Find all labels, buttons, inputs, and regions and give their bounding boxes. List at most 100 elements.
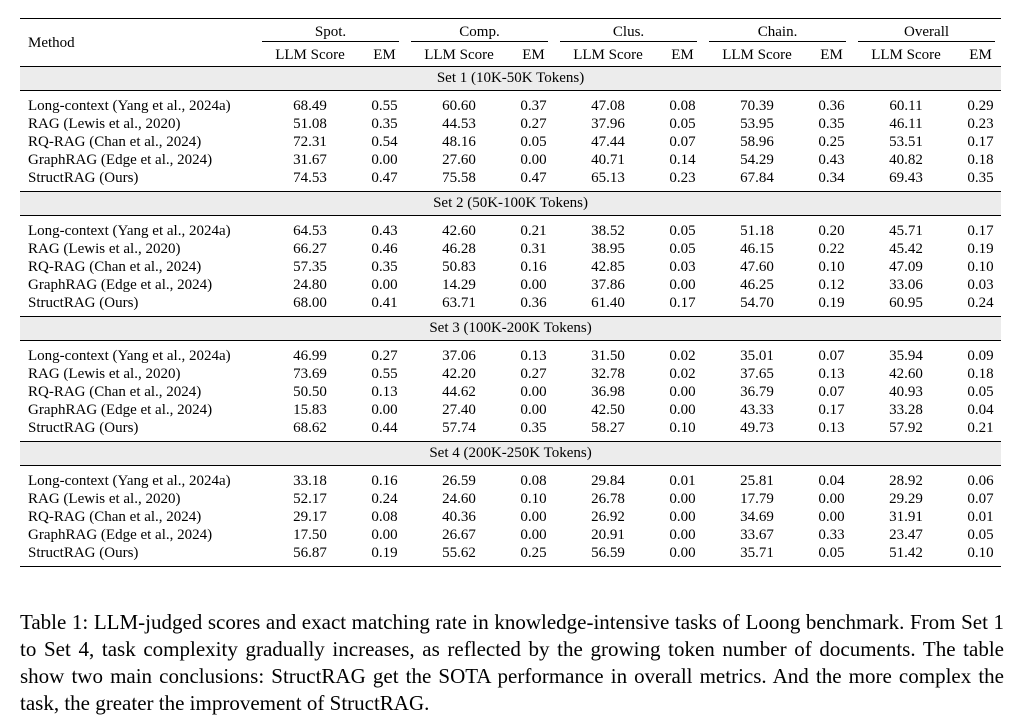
llm-score-cell: 34.69 [740,509,774,525]
llm-score-cell: 40.82 [889,152,923,168]
llm-score-cell: 65.13 [591,170,625,186]
em-cell: 0.43 [371,223,398,239]
em-cell: 0.29 [967,98,994,114]
em-cell: 0.47 [371,170,398,186]
em-cell: 0.55 [371,366,398,382]
method-cell: RAG (Lewis et al., 2020) [28,241,181,257]
llm-score-cell: 45.71 [889,223,923,239]
em-cell: 0.07 [818,348,845,364]
llm-score-cell: 47.44 [591,134,625,150]
method-cell: RAG (Lewis et al., 2020) [28,116,181,132]
llm-score-cell: 51.42 [852,544,961,567]
method-cell: GraphRAG (Edge et al., 2024) [28,152,213,168]
group-header-clus: Clus. [554,18,704,46]
method-cell: RQ-RAG (Chan et al., 2024) [28,384,202,400]
method-cell: GraphRAG (Edge et al., 2024) [28,402,213,418]
em-cell: 0.14 [669,152,696,168]
em-cell: 0.17 [967,223,994,239]
llm-score-cell: 45.42 [889,241,923,257]
llm-score-cell: 35.94 [889,348,923,364]
em-cell: 0.25 [818,134,845,150]
llm-score-cell: 48.16 [442,134,476,150]
em-cell: 0.00 [669,402,696,418]
llm-score-cell: 57.35 [293,259,327,275]
llm-score-cell: 24.60 [442,491,476,507]
llm-score-cell: 44.62 [442,384,476,400]
llm-score-cell: 29.84 [591,473,625,489]
em-cell: 0.19 [364,544,406,567]
llm-score-cell: 29.17 [293,509,327,525]
em-cell: 0.00 [669,527,696,543]
em-cell: 0.27 [371,348,398,364]
metric-header-em: EM [373,47,396,63]
llm-score-cell: 74.53 [293,170,327,186]
em-cell: 0.00 [520,509,547,525]
method-cell: StructRAG (Ours) [28,420,139,436]
llm-score-cell: 15.83 [293,402,327,418]
llm-score-cell: 31.50 [591,348,625,364]
llm-score-cell: 20.91 [591,527,625,543]
table-caption: Table 1: LLM-judged scores and exact mat… [20,610,1004,715]
em-cell: 0.13 [818,420,845,436]
llm-score-cell: 46.11 [889,116,923,132]
table-row: GraphRAG (Edge et al., 2024) 15.83 0.00 27.… [20,401,1001,419]
table-row: RAG (Lewis et al., 2020) 73.69 0.55 42.20 0.… [20,365,1001,383]
llm-score-cell: 42.50 [591,402,625,418]
em-cell: 0.18 [967,152,994,168]
table-row: RQ-RAG (Chan et al., 2024) 72.31 0.54 48.16… [20,133,1001,151]
em-cell: 0.10 [520,491,547,507]
llm-score-cell: 63.71 [442,295,476,311]
em-cell: 0.17 [818,402,845,418]
llm-score-cell: 47.09 [889,259,923,275]
set-header-row: Set 2 (50K-100K Tokens) [20,191,1002,216]
em-cell: 0.35 [818,116,845,132]
llm-score-cell: 60.95 [889,295,923,311]
em-cell: 0.00 [818,509,845,525]
em-cell: 0.36 [520,295,547,311]
method-header: Method [20,18,256,67]
em-cell: 0.24 [967,295,994,311]
em-cell: 0.00 [662,544,704,567]
em-cell: 0.00 [669,491,696,507]
llm-score-cell: 42.85 [591,259,625,275]
metric-header-llm-score: LLM Score [424,47,494,63]
set-header-row: Set 1 (10K-50K Tokens) [20,66,1002,91]
llm-score-cell: 24.80 [293,277,327,293]
table-row: Long-context (Yang et al., 2024a) 68.49 0.… [20,91,1001,116]
em-cell: 0.41 [371,295,398,311]
set-title: Set 3 (100K-200K Tokens) [20,316,1002,341]
group-header-comp: Comp. [405,18,555,46]
em-cell: 0.35 [371,116,398,132]
llm-score-cell: 47.08 [591,98,625,114]
em-cell: 0.04 [818,473,845,489]
llm-score-cell: 69.43 [889,170,923,186]
table-row: RAG (Lewis et al., 2020) 51.08 0.35 44.53 0.… [20,115,1001,133]
em-cell: 0.00 [520,402,547,418]
em-cell: 0.09 [967,348,994,364]
method-cell: RQ-RAG (Chan et al., 2024) [28,134,202,150]
em-cell: 0.07 [967,491,994,507]
metric-header-llm-score: LLM Score [573,47,643,63]
em-cell: 0.19 [967,241,994,257]
llm-score-cell: 35.71 [703,544,812,567]
llm-score-cell: 58.96 [740,134,774,150]
llm-score-cell: 56.59 [554,544,663,567]
llm-score-cell: 14.29 [442,277,476,293]
em-cell: 0.17 [669,295,696,311]
llm-score-cell: 66.27 [293,241,327,257]
llm-score-cell: 54.29 [740,152,774,168]
llm-score-cell: 67.84 [740,170,774,186]
em-cell: 0.07 [669,134,696,150]
em-cell: 0.36 [818,98,845,114]
metric-header-llm-score: LLM Score [871,47,941,63]
llm-score-cell: 52.17 [293,491,327,507]
em-cell: 0.10 [818,259,845,275]
llm-score-cell: 75.58 [442,170,476,186]
llm-score-cell: 29.29 [889,491,923,507]
llm-score-cell: 56.87 [256,544,364,567]
method-cell: Long-context (Yang et al., 2024a) [28,223,231,239]
group-header-overall: Overall [852,18,1002,46]
em-cell: 0.00 [818,491,845,507]
em-cell: 0.13 [818,366,845,382]
